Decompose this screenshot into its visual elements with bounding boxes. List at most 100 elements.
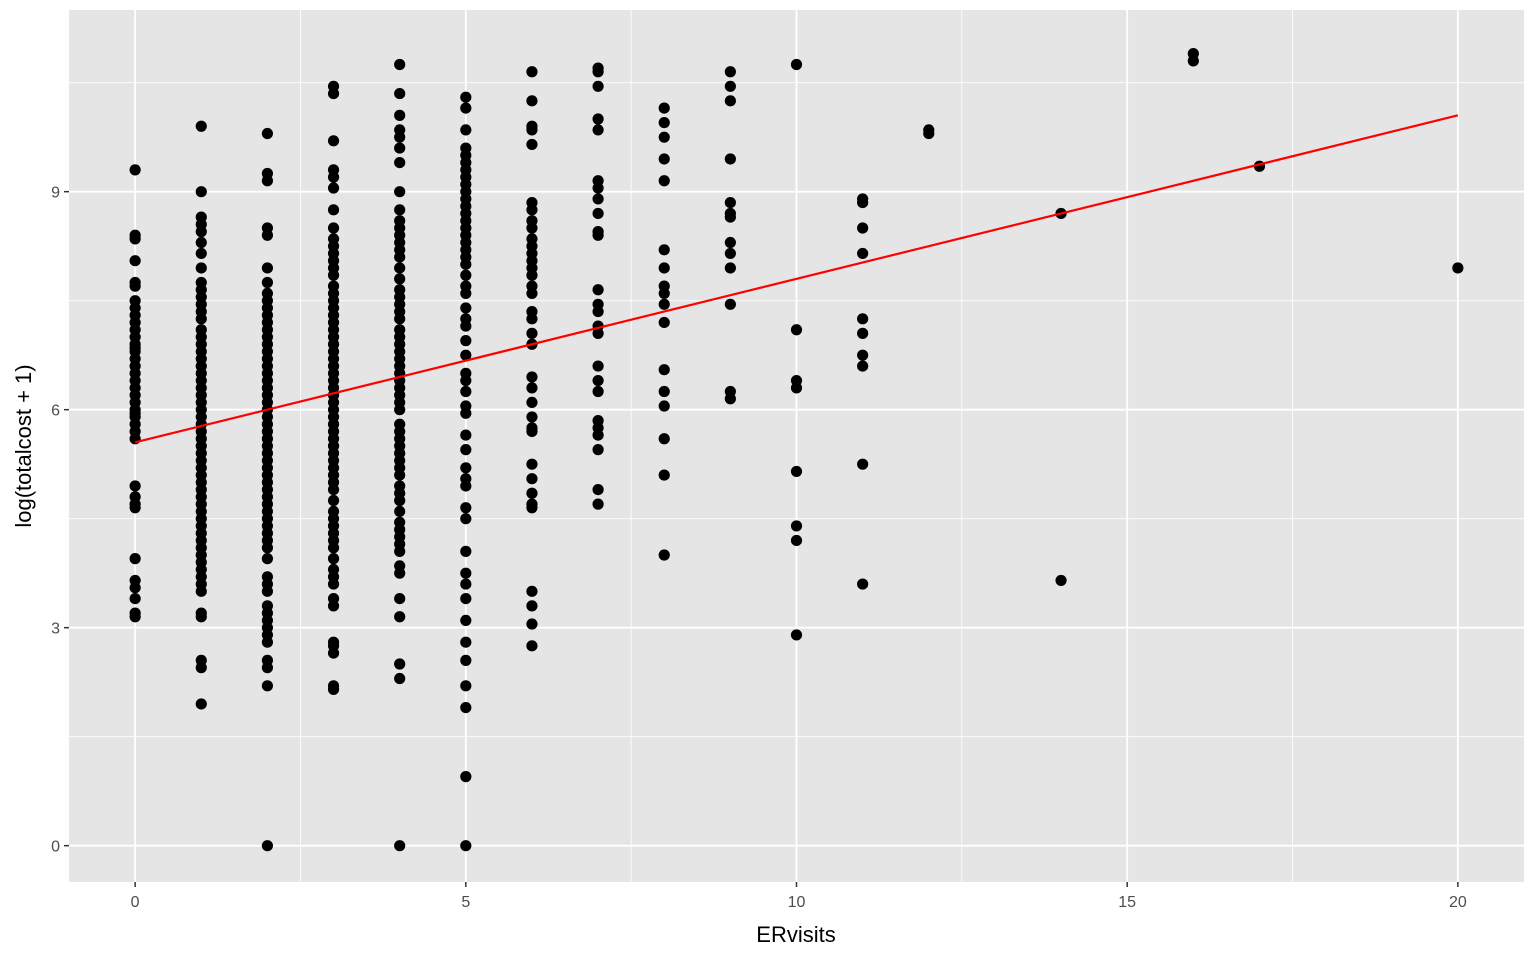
data-point (724, 262, 736, 274)
data-point (526, 66, 538, 78)
data-point (857, 196, 869, 209)
data-point (129, 553, 141, 565)
data-point (129, 582, 141, 594)
data-point (261, 585, 274, 597)
data-point (592, 80, 604, 92)
data-point (460, 702, 472, 714)
data-point (724, 196, 736, 209)
data-point (394, 142, 406, 154)
data-point (526, 640, 538, 652)
data-point (129, 593, 141, 605)
data-point (327, 269, 340, 281)
data-point (129, 280, 141, 292)
data-point (460, 302, 472, 314)
data-point (129, 164, 141, 176)
data-point (658, 102, 670, 114)
data-point (261, 127, 274, 140)
data-point (526, 425, 538, 438)
data-point (658, 385, 670, 398)
data-point (460, 614, 472, 627)
data-point (460, 287, 472, 299)
data-point (460, 349, 472, 361)
data-point (327, 647, 340, 659)
data-point (526, 600, 538, 612)
data-point (526, 411, 538, 423)
data-point (460, 462, 472, 474)
data-point (526, 585, 538, 597)
data-point (460, 124, 472, 136)
data-point (592, 193, 604, 205)
data-point (195, 585, 207, 597)
data-point (261, 229, 274, 241)
y-tick-label: 6 (51, 403, 60, 420)
data-point (790, 324, 803, 336)
data-point (526, 95, 538, 107)
data-point (592, 305, 604, 318)
data-point (526, 371, 538, 383)
data-point (857, 327, 869, 339)
data-point (857, 247, 869, 260)
data-point (526, 287, 538, 299)
data-point (592, 207, 604, 220)
data-point (394, 404, 406, 416)
data-point (460, 545, 472, 557)
data-point (261, 276, 274, 289)
data-point (592, 229, 604, 241)
data-point (1452, 262, 1464, 274)
data-point (327, 542, 340, 554)
data-point (592, 182, 604, 194)
data-point (195, 313, 207, 325)
data-point (394, 658, 406, 670)
data-point (394, 157, 406, 169)
data-point (394, 593, 406, 605)
data-point (658, 131, 670, 143)
data-point (526, 396, 538, 408)
data-point (526, 269, 538, 281)
data-point (592, 66, 604, 78)
data-point (460, 654, 472, 666)
data-point (460, 429, 472, 441)
data-point (526, 138, 538, 151)
data-point (195, 120, 207, 132)
data-point (129, 433, 141, 445)
data-point (394, 672, 406, 685)
data-point (261, 175, 274, 187)
data-point (460, 567, 472, 579)
data-point (526, 204, 538, 216)
y-tick-label: 9 (51, 185, 60, 202)
data-point (592, 124, 604, 136)
y-axis-title: log(totalcost + 1) (11, 364, 36, 527)
x-tick-label: 15 (1118, 894, 1136, 911)
data-point (195, 226, 207, 238)
data-point (790, 58, 803, 71)
data-point (394, 545, 406, 557)
data-point (724, 153, 736, 165)
data-point (592, 360, 604, 372)
data-point (394, 494, 406, 507)
y-axis-ticks: 0 3 6 9 (51, 185, 69, 856)
data-point (592, 327, 604, 339)
data-point (658, 469, 670, 481)
data-point (790, 465, 803, 478)
data-point (724, 247, 736, 260)
data-point (658, 400, 670, 412)
data-point (658, 316, 670, 329)
data-point (261, 840, 274, 852)
data-point (923, 127, 935, 140)
data-point (261, 553, 274, 565)
data-point (129, 502, 141, 514)
data-point (658, 287, 670, 299)
x-tick-label: 10 (788, 894, 806, 911)
x-tick-label: 0 (131, 894, 140, 911)
data-point (857, 458, 869, 470)
data-point (592, 284, 604, 296)
data-point (460, 385, 472, 398)
data-point (394, 87, 406, 100)
data-point (327, 600, 340, 612)
data-point (790, 534, 803, 547)
data-point (261, 262, 274, 274)
data-point (724, 95, 736, 107)
data-point (460, 102, 472, 114)
data-point (460, 502, 472, 514)
data-point (394, 840, 406, 852)
